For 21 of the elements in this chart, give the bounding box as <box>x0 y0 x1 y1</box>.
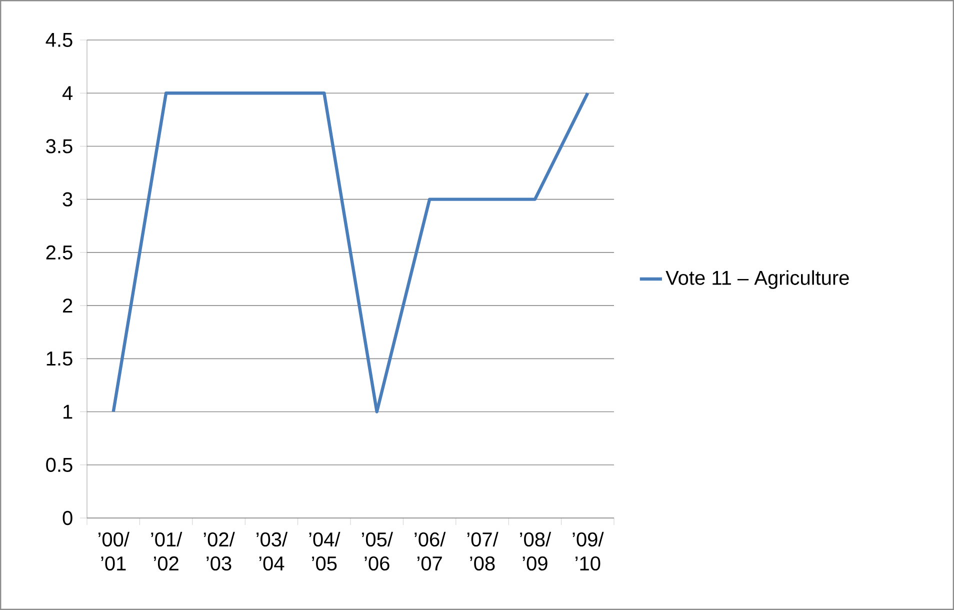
y-tick-label: 2 <box>63 298 72 313</box>
x-tick-label: ’09/ ’10 <box>572 532 604 571</box>
x-tick-label: ’02/ ’03 <box>204 532 235 571</box>
y-tick-label: 3.5 <box>46 139 72 154</box>
y-tick-label: 0.5 <box>46 458 72 472</box>
y-tick-label: 0 <box>62 510 72 526</box>
x-tick-label: ’07/ ’08 <box>467 532 498 571</box>
y-tick-label: 3 <box>62 192 72 206</box>
x-tick-label: ’05/ ’06 <box>362 532 393 571</box>
x-tick-label: ’01/ ’02 <box>151 532 182 571</box>
x-tick-label: ’00/ ’01 <box>98 532 130 571</box>
y-tick-label: 1.5 <box>46 352 72 366</box>
y-tick-label: 1 <box>64 404 72 419</box>
x-tick-label: ’08/ ’09 <box>520 532 552 571</box>
x-tick-label: ’06/ ’07 <box>414 532 446 571</box>
x-tick-label: ’04/ ’05 <box>309 532 340 571</box>
x-tick-label: ’03/ ’04 <box>256 532 288 571</box>
y-tick-label: 4.5 <box>46 33 72 47</box>
legend-label: Vote 11 – Agriculture <box>666 270 849 289</box>
y-tick-label: 2.5 <box>46 245 72 260</box>
y-tick-label: 4 <box>62 86 73 100</box>
